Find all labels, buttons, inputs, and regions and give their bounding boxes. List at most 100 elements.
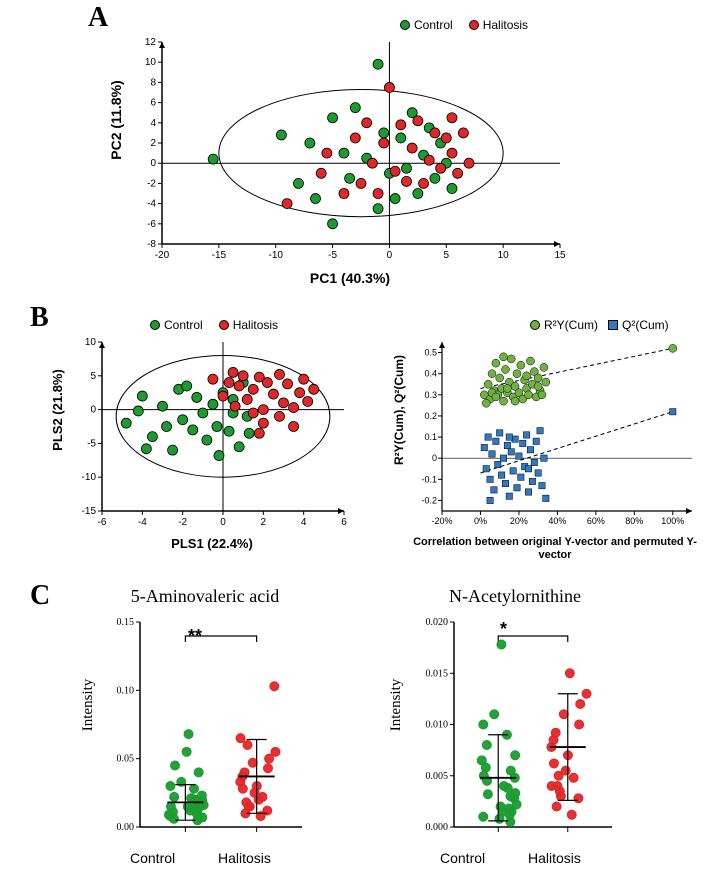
svg-text:0.1: 0.1 [424, 432, 437, 442]
legend-item-r2y: R²Y(Cum) [530, 318, 598, 332]
legend-label: R²Y(Cum) [544, 318, 598, 332]
svg-text:0.3: 0.3 [424, 390, 437, 400]
svg-text:10: 10 [498, 250, 510, 261]
svg-text:0: 0 [432, 453, 437, 463]
legend-label: Control [414, 18, 453, 32]
svg-text:0.00: 0.00 [117, 822, 135, 833]
pca-scatter-a: -20-15-10-5051015-8-6-4-2024681012 [130, 36, 570, 266]
svg-text:0.05: 0.05 [117, 754, 135, 765]
svg-text:0.10: 0.10 [117, 685, 135, 696]
legend-label: Halitosis [483, 18, 528, 32]
svg-text:0.4: 0.4 [424, 369, 437, 379]
svg-text:-20: -20 [155, 250, 170, 261]
panel-label-c: C [30, 580, 50, 612]
svg-text:6: 6 [150, 98, 156, 109]
circle-icon [400, 20, 410, 30]
svg-text:10: 10 [145, 57, 157, 68]
legend-label: Q²(Cum) [622, 318, 669, 332]
svg-text:20%: 20% [510, 516, 528, 526]
svg-text:100%: 100% [661, 516, 684, 526]
svg-text:-5: -5 [87, 438, 96, 449]
cat-cl-control: Control [130, 850, 175, 866]
svg-text:-6: -6 [98, 517, 107, 528]
svg-text:0: 0 [90, 405, 96, 416]
svg-text:0.15: 0.15 [117, 617, 135, 628]
circle-icon [219, 320, 229, 330]
xlabel-br-text: Correlation between original Y-vector an… [413, 536, 697, 561]
svg-text:0.5: 0.5 [424, 348, 437, 358]
cat-cl-halitosis: Halitosis [218, 850, 271, 866]
circle-icon [530, 320, 540, 330]
svg-text:2: 2 [261, 517, 267, 528]
svg-text:0.005: 0.005 [426, 771, 449, 782]
plsda-scatter-b: -6 -4 -2 0 2 4 6 -15 -10 -5 0 5 10 [72, 336, 352, 531]
svg-text:0.010: 0.010 [426, 720, 449, 731]
stripplot-c-left: 0.00 0.05 0.10 0.15 [102, 610, 312, 845]
svg-text:-15: -15 [82, 506, 97, 517]
svg-text:-4: -4 [138, 517, 147, 528]
legend-label: Halitosis [233, 318, 278, 332]
sig-right: * [500, 619, 507, 640]
xlabel-a: PC1 (40.3%) [130, 270, 570, 286]
square-icon [608, 320, 618, 330]
svg-text:80%: 80% [625, 516, 643, 526]
svg-text:-2: -2 [178, 517, 187, 528]
svg-text:12: 12 [145, 37, 157, 48]
svg-text:0.015: 0.015 [426, 668, 449, 679]
title-c-right: N-Acetylornithine [400, 586, 630, 607]
circle-icon [150, 320, 160, 330]
svg-text:0.020: 0.020 [426, 617, 449, 628]
svg-text:0.000: 0.000 [426, 822, 449, 833]
panel-label-a: A [88, 2, 108, 34]
panel-label-b: B [30, 302, 49, 334]
legend-panel-a: Control Halitosis [400, 18, 528, 32]
svg-text:8: 8 [150, 77, 156, 88]
legend-panel-b-right: R²Y(Cum) Q²(Cum) [530, 318, 669, 332]
svg-text:0: 0 [220, 517, 226, 528]
legend-label: Control [164, 318, 203, 332]
legend-item-control: Control [150, 318, 203, 332]
xlabel-br: Correlation between original Y-vector an… [410, 536, 700, 561]
svg-text:0.2: 0.2 [424, 411, 437, 421]
circle-icon [469, 20, 479, 30]
legend-item-control: Control [400, 18, 453, 32]
ylabel-bl: PLS2 (21.8%) [50, 330, 65, 490]
cat-cr-control: Control [440, 850, 485, 866]
permutation-plot-b: -20% 0% 20% 40% 60% 80% 100% -0.2 -0.1 0 0.1 0.2 0.3… [410, 336, 700, 531]
legend-panel-b-left: Control Halitosis [150, 318, 278, 332]
ylabel-cl: Intensity [80, 640, 97, 770]
svg-text:10: 10 [85, 337, 97, 348]
svg-text:40%: 40% [548, 516, 566, 526]
svg-text:2: 2 [150, 138, 156, 149]
svg-text:-15: -15 [212, 250, 227, 261]
cat-cr-halitosis: Halitosis [528, 850, 581, 866]
svg-text:5: 5 [444, 250, 450, 261]
svg-text:-2: -2 [147, 178, 156, 189]
legend-item-halitosis: Halitosis [219, 318, 278, 332]
svg-text:-5: -5 [328, 250, 337, 261]
xlabel-bl: PLS1 (22.4%) [72, 536, 352, 551]
ylabel-cr: Intensity [388, 640, 405, 770]
svg-text:0: 0 [387, 250, 393, 261]
svg-text:15: 15 [554, 250, 566, 261]
svg-text:-20%: -20% [431, 516, 452, 526]
ylabel-a: PC2 (11.8%) [108, 30, 124, 210]
ylabel-br: R²Y(Cum), Q²(Cum) [392, 320, 406, 500]
legend-item-q2: Q²(Cum) [608, 318, 669, 332]
svg-text:-6: -6 [147, 219, 156, 230]
svg-text:-10: -10 [82, 472, 97, 483]
svg-text:6: 6 [341, 517, 347, 528]
svg-text:5: 5 [90, 371, 96, 382]
title-c-left: 5-Aminovaleric acid [90, 586, 320, 607]
svg-text:0: 0 [150, 158, 156, 169]
svg-text:-0.2: -0.2 [421, 495, 437, 505]
svg-text:4: 4 [150, 118, 156, 129]
svg-text:-0.1: -0.1 [421, 474, 437, 484]
svg-text:4: 4 [301, 517, 307, 528]
svg-text:0%: 0% [474, 516, 487, 526]
legend-item-halitosis: Halitosis [469, 18, 528, 32]
svg-text:-4: -4 [147, 199, 156, 210]
stripplot-c-right: 0.000 0.005 0.010 0.015 0.020 [412, 610, 622, 845]
figure-root: A Control Halitosis -20-15-10-5051015-8-… [0, 0, 726, 889]
svg-text:60%: 60% [587, 516, 605, 526]
